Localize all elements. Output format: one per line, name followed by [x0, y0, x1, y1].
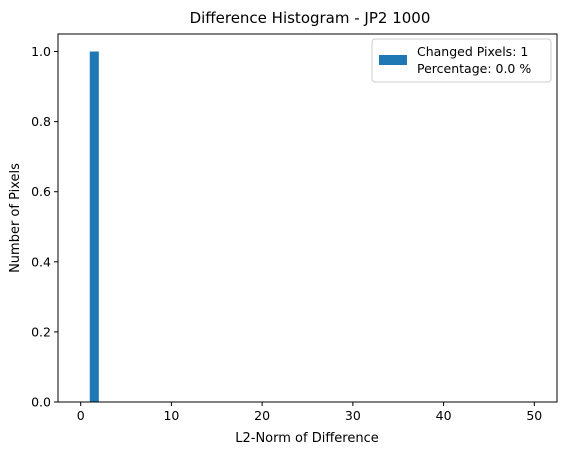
y-tick-label-5: 1.0 [31, 44, 51, 59]
legend-box [371, 38, 552, 83]
y-tick-label-0: 0.0 [31, 395, 51, 410]
y-tick-label-4: 0.8 [31, 114, 51, 129]
legend-line-percentage: Percentage: 0.0 % [417, 61, 531, 76]
y-tick-label-2: 0.4 [31, 254, 51, 269]
x-tick-label-3: 30 [345, 408, 361, 423]
y-axis: 0.0 0.2 0.4 0.6 0.8 1.0 [31, 44, 58, 410]
legend-swatch [379, 55, 407, 65]
plot-frame [57, 33, 558, 403]
y-tick-label-1: 0.2 [31, 324, 51, 339]
x-tick-label-5: 50 [526, 408, 542, 423]
y-tick-label-3: 0.6 [31, 184, 51, 199]
x-tick-label-0: 0 [77, 408, 85, 423]
x-axis-label: L2-Norm of Difference [235, 431, 378, 446]
x-tick-label-1: 10 [163, 408, 179, 423]
y-axis-label: Number of Pixels [8, 163, 23, 273]
chart-title: Difference Histogram - JP2 1000 [190, 9, 431, 27]
x-tick-label-2: 20 [254, 408, 270, 423]
x-axis: 0 10 20 30 40 50 [77, 402, 542, 423]
histogram-bar-0 [89, 51, 99, 403]
x-tick-label-4: 40 [436, 408, 452, 423]
bars-group [89, 51, 99, 403]
legend-line-changed-pixels: Changed Pixels: 1 [417, 44, 528, 59]
legend: Changed Pixels: 1 Percentage: 0.0 % [371, 38, 552, 83]
